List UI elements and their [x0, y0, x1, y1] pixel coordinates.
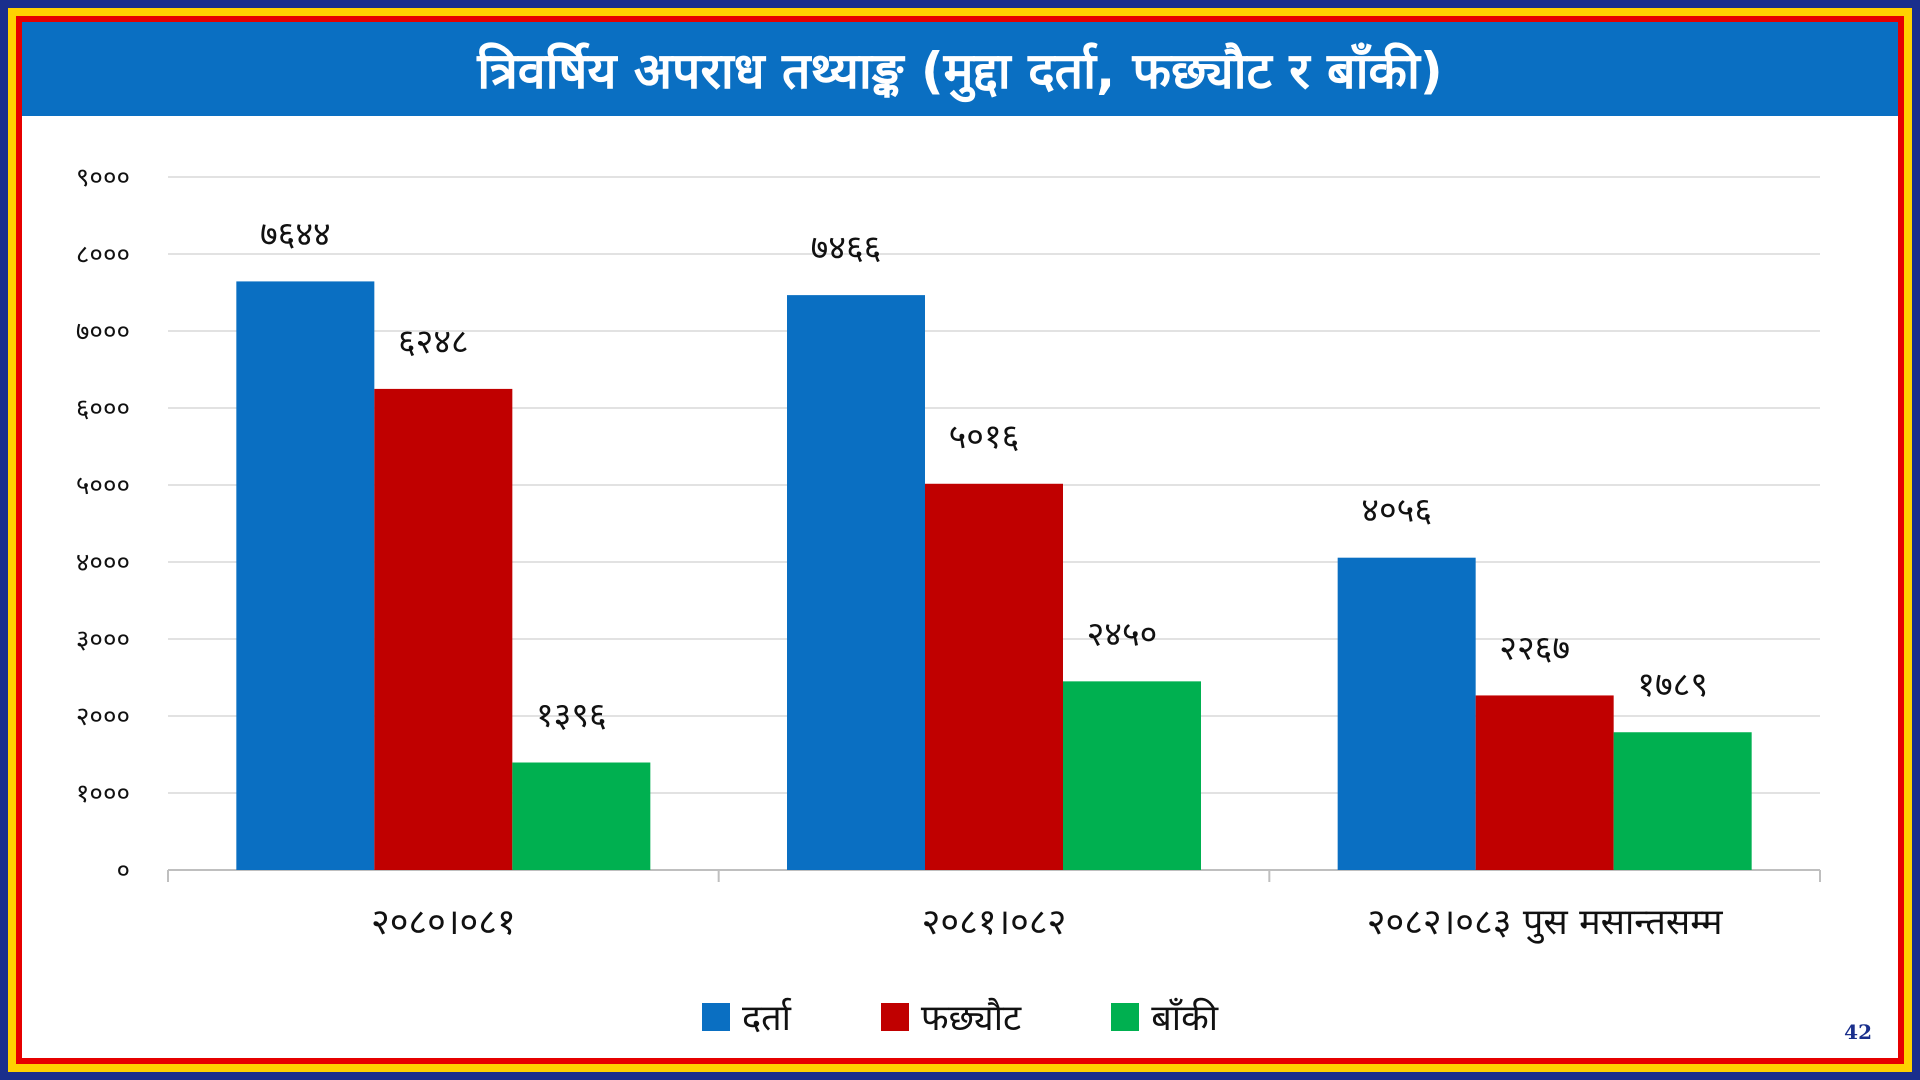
- y-tick-label: २०००: [76, 702, 130, 732]
- title-bar: त्रिवर्षिय अपराध तथ्याङ्क (मुद्दा दर्ता,…: [22, 22, 1898, 116]
- bar: [925, 483, 1063, 870]
- legend-label: दर्ता: [741, 998, 791, 1039]
- category-label: २०८१।०८२: [922, 902, 1067, 943]
- page-number: 42: [1844, 1020, 1872, 1044]
- y-tick-label: ५०००: [76, 471, 130, 501]
- bar-chart: ० १००० २००० ३००० ४००० ५००० ६००० ७००० ८००० ९००० ७६४…: [76, 163, 1821, 944]
- legend-label: फछ्यौट: [920, 998, 1022, 1039]
- bar: [1337, 557, 1476, 870]
- data-label: १७८९: [1637, 665, 1708, 705]
- data-label: २४५०: [1087, 614, 1158, 654]
- y-tick-label: ३०००: [76, 625, 130, 655]
- category-label: २०८०।०८१: [371, 902, 516, 943]
- legend-item: बाँकी: [1111, 992, 1218, 1041]
- legend-swatch: [1111, 1002, 1140, 1031]
- y-tick-label: ६०००: [76, 394, 130, 424]
- legend-item: दर्ता: [701, 992, 791, 1041]
- data-label: ५०१६: [949, 417, 1020, 457]
- legend-swatch: [701, 1002, 730, 1031]
- legend-swatch: [880, 1002, 909, 1031]
- bar: [1063, 681, 1201, 870]
- slide-title: त्रिवर्षिय अपराध तथ्याङ्क (मुद्दा दर्ता,…: [477, 42, 1443, 100]
- data-label: ७४६६: [811, 228, 882, 268]
- bar: [236, 281, 375, 870]
- bar: [1613, 732, 1752, 870]
- data-label: ७६४४: [260, 214, 331, 254]
- data-label: ४०५६: [1361, 491, 1432, 531]
- y-tick-label: ४०००: [76, 548, 130, 578]
- bar: [512, 762, 651, 870]
- y-tick-label: ७०००: [76, 317, 130, 347]
- y-tick-label: ८०००: [76, 240, 130, 270]
- legend-label: बाँकी: [1151, 998, 1219, 1039]
- data-label: २२६७: [1499, 628, 1570, 668]
- y-tick-label: ९०००: [76, 163, 130, 193]
- chart-legend: दर्ता फछ्यौट बाँकी: [22, 992, 1898, 1041]
- data-label: १३९६: [536, 696, 607, 736]
- slide: त्रिवर्षिय अपराध तथ्याङ्क (मुद्दा दर्ता,…: [22, 22, 1898, 1058]
- data-label: ६२४८: [398, 322, 469, 362]
- legend-item: फछ्यौट: [880, 992, 1022, 1041]
- bar: [787, 295, 925, 870]
- bar: [1475, 695, 1614, 870]
- y-tick-label: १०००: [76, 779, 130, 809]
- category-label: २०८२।०८३ पुस मसान्तसम्म: [1367, 902, 1724, 944]
- y-tick-label: ०: [116, 856, 130, 886]
- bar: [374, 388, 513, 870]
